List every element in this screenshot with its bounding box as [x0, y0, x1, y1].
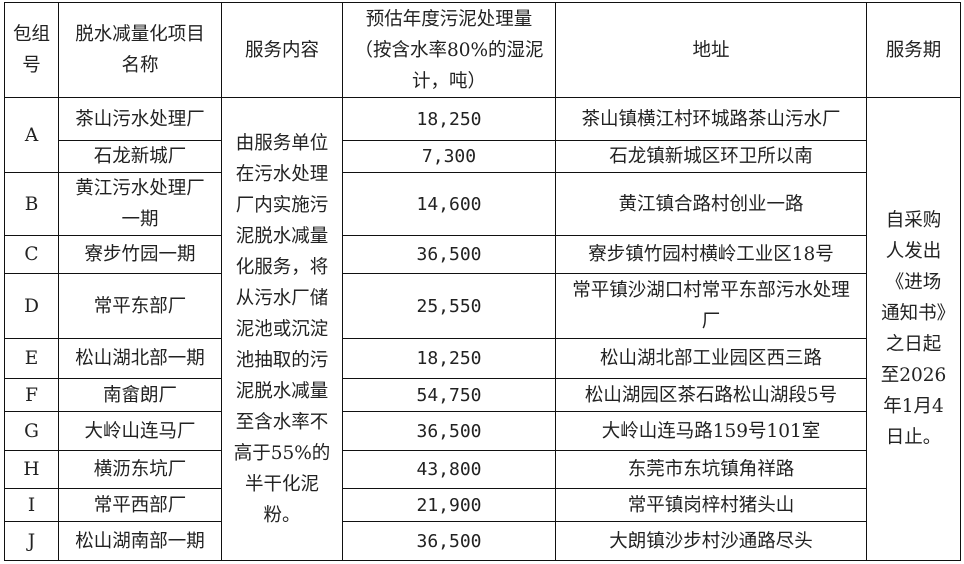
project-cell: 常平西部厂 — [58, 488, 222, 522]
volume-cell: 36,500 — [342, 235, 556, 274]
group-cell: E — [4, 338, 59, 379]
address-cell: 东莞市东坑镇角祥路 — [555, 450, 867, 489]
group-cell: F — [4, 378, 59, 412]
header-volume: 预估年度污泥处理量（按含水率80%的湿泥计，吨） — [342, 2, 556, 98]
group-cell: J — [4, 521, 59, 561]
table-row: A 茶山污水处理厂 由服务单位在污水处理厂内实施污泥脱水减量化服务，将从污水厂储… — [4, 97, 961, 561]
address-cell: 大岭山连马路159号101室 — [555, 411, 867, 451]
address-cell: 大朗镇沙步村沙通路尽头 — [555, 521, 867, 561]
group-cell: I — [4, 488, 59, 522]
service-period-cell: 自采购人发出《进场通知书》之日起至2026年1月4日止。 — [866, 97, 961, 561]
table-row: F 南畲朗厂 54,750 松山湖园区茶石路松山湖段5号 — [4, 378, 961, 412]
table-row: C 寮步竹园一期 36,500 寮步镇竹园村横岭工业区18号 — [4, 235, 961, 274]
header-address: 地址 — [555, 2, 867, 98]
volume-cell: 43,800 — [342, 450, 556, 489]
volume-cell: 25,550 — [342, 273, 556, 339]
volume-cell: 21,900 — [342, 488, 556, 522]
volume-cell: 36,500 — [342, 411, 556, 451]
header-period: 服务期 — [866, 2, 961, 98]
table-row: B 黄江污水处理厂一期 14,600 黄江镇合路村创业一路 — [4, 172, 961, 236]
table-row: G 大岭山连马厂 36,500 大岭山连马路159号101室 — [4, 411, 961, 451]
address-cell: 松山湖园区茶石路松山湖段5号 — [555, 378, 867, 412]
group-cell: G — [4, 411, 59, 451]
project-cell: 南畲朗厂 — [58, 378, 222, 412]
project-cell: 茶山污水处理厂 — [58, 97, 222, 141]
header-project: 脱水减量化项目名称 — [58, 2, 222, 98]
table-row: H 横沥东坑厂 43,800 东莞市东坑镇角祥路 — [4, 450, 961, 489]
header-group: 包组号 — [4, 2, 59, 98]
table-row: I 常平西部厂 21,900 常平镇岗梓村猪头山 — [4, 488, 961, 522]
table-row: E 松山湖北部一期 18,250 松山湖北部工业园区西三路 — [4, 338, 961, 379]
address-cell: 常平镇岗梓村猪头山 — [555, 488, 867, 522]
project-cell: 常平东部厂 — [58, 273, 222, 339]
address-cell: 常平镇沙湖口村常平东部污水处理厂 — [555, 273, 867, 339]
address-cell: 茶山镇横江村环城路茶山污水厂 — [555, 97, 867, 141]
volume-cell: 14,600 — [342, 172, 556, 236]
group-cell: C — [4, 235, 59, 274]
volume-cell: 18,250 — [342, 97, 556, 141]
table-row: D 常平东部厂 25,550 常平镇沙湖口村常平东部污水处理厂 — [4, 273, 961, 339]
table-row: 石龙新城厂 7,300 石龙镇新城区环卫所以南 — [5, 140, 961, 173]
volume-cell: 54,750 — [342, 378, 556, 412]
address-cell: 黄江镇合路村创业一路 — [555, 172, 867, 236]
group-cell: B — [4, 172, 59, 236]
project-cell: 横沥东坑厂 — [58, 450, 222, 489]
project-cell: 松山湖南部一期 — [58, 521, 222, 561]
address-cell: 寮步镇竹园村横岭工业区18号 — [555, 235, 867, 274]
group-cell: D — [4, 273, 59, 339]
volume-cell: 36,500 — [342, 521, 556, 561]
volume-cell: 18,250 — [342, 338, 556, 379]
header-service: 服务内容 — [221, 2, 343, 98]
sludge-project-table: 包组号 脱水减量化项目名称 服务内容 预估年度污泥处理量（按含水率80%的湿泥计… — [4, 2, 961, 561]
service-content-cell: 由服务单位在污水处理厂内实施污泥脱水减量化服务，将从污水厂储泥池或沉淀池抽取的污… — [221, 97, 343, 561]
project-cell: 寮步竹园一期 — [58, 235, 222, 274]
volume-cell: 7,300 — [342, 140, 556, 173]
address-cell: 松山湖北部工业园区西三路 — [555, 338, 867, 379]
project-cell: 大岭山连马厂 — [58, 411, 222, 451]
project-cell: 黄江污水处理厂一期 — [58, 172, 222, 236]
group-cell: H — [4, 450, 59, 489]
group-cell: A — [4, 97, 59, 173]
header-row: 包组号 脱水减量化项目名称 服务内容 预估年度污泥处理量（按含水率80%的湿泥计… — [4, 2, 961, 98]
address-cell: 石龙镇新城区环卫所以南 — [555, 140, 867, 173]
project-cell: 松山湖北部一期 — [58, 338, 222, 379]
table-row: J 松山湖南部一期 36,500 大朗镇沙步村沙通路尽头 — [4, 521, 961, 561]
project-cell: 石龙新城厂 — [58, 140, 222, 173]
